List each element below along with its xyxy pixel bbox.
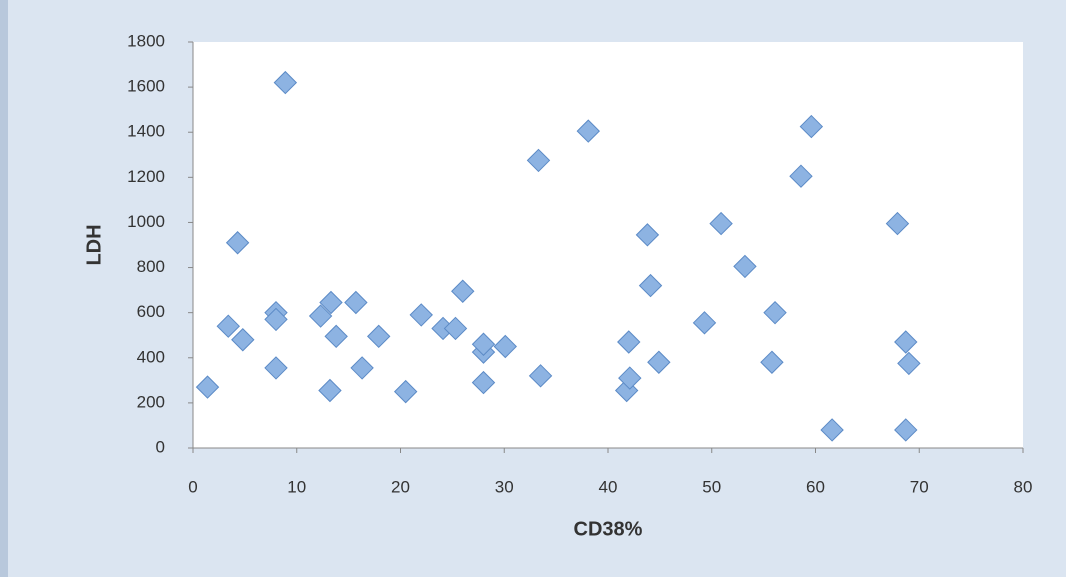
y-tick-label: 1000 <box>127 212 165 231</box>
point <box>763 300 787 325</box>
x-tick-label: 40 <box>599 477 618 496</box>
point <box>308 304 333 328</box>
point <box>789 164 813 188</box>
y-tick-label: 400 <box>137 347 165 366</box>
y-tick-label: 1600 <box>127 77 165 96</box>
point <box>409 303 433 327</box>
point <box>894 418 918 442</box>
point <box>451 279 475 303</box>
point <box>344 290 368 315</box>
point <box>471 332 496 356</box>
y-tick-label: 600 <box>137 302 165 321</box>
x-tick-label: 10 <box>287 477 306 496</box>
x-tick-label: 20 <box>391 477 410 496</box>
point <box>195 375 220 399</box>
point <box>885 211 910 236</box>
point <box>526 148 551 173</box>
point <box>471 370 496 395</box>
point <box>324 324 348 349</box>
point <box>393 379 418 404</box>
point <box>692 311 717 335</box>
point <box>319 290 343 315</box>
point <box>760 350 784 374</box>
point <box>894 330 918 354</box>
point <box>264 356 288 380</box>
point <box>733 254 757 279</box>
x-tick-label: 50 <box>702 477 721 496</box>
y-tick-label: 1400 <box>127 122 165 141</box>
x-tick-label: 30 <box>495 477 514 496</box>
point <box>367 324 391 349</box>
point <box>576 119 600 143</box>
x-tick-label: 70 <box>910 477 929 496</box>
point <box>709 211 733 236</box>
x-tick-label: 60 <box>806 477 825 496</box>
y-tick-label: 800 <box>137 257 165 276</box>
y-tick-label: 1800 <box>127 31 165 50</box>
plot-area <box>193 42 1023 448</box>
point <box>493 334 517 359</box>
point <box>264 307 288 332</box>
point <box>647 350 671 374</box>
y-tick-label: 1200 <box>127 167 165 186</box>
point <box>618 366 642 390</box>
point <box>350 356 374 380</box>
point <box>799 114 824 139</box>
point <box>231 328 255 352</box>
point <box>897 351 921 376</box>
point <box>635 223 660 247</box>
point <box>318 378 342 403</box>
point <box>273 70 298 95</box>
point <box>216 314 240 338</box>
point <box>528 364 553 388</box>
point <box>820 418 844 442</box>
x-axis-label: CD38% <box>574 518 643 540</box>
x-tick-label: 0 <box>188 477 197 496</box>
y-tick-label: 0 <box>156 437 165 456</box>
point <box>443 316 468 341</box>
point <box>638 273 663 298</box>
left-border <box>0 0 8 577</box>
x-tick-label: 80 <box>1014 477 1033 496</box>
point <box>617 330 641 354</box>
point <box>225 231 250 255</box>
y-axis-label: LDH <box>83 224 105 265</box>
y-tick-label: 200 <box>137 392 165 411</box>
